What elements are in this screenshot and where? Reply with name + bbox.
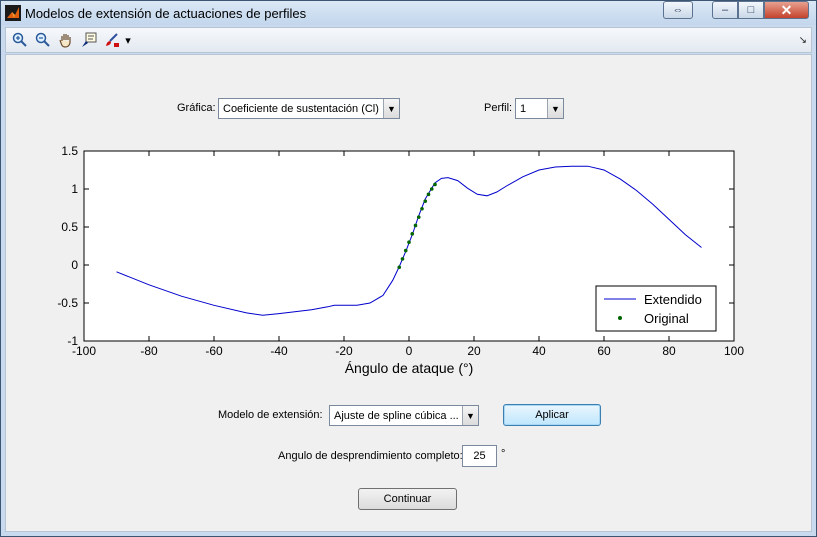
brush-icon — [106, 33, 119, 47]
angulo-input[interactable]: 25 — [462, 445, 497, 467]
y-tick-label: 1.5 — [61, 144, 78, 158]
chevron-down-icon: ▼ — [462, 406, 478, 425]
title-bar[interactable]: Modelos de extensión de actuaciones de p… — [1, 1, 816, 25]
zoom-in-button[interactable] — [10, 31, 30, 49]
chevron-down-icon: ▼ — [547, 99, 563, 118]
zoom-in-icon — [12, 32, 27, 47]
x-tick-label: -60 — [205, 344, 223, 358]
zoom-out-button[interactable] — [33, 31, 53, 49]
restore-button[interactable]: ⇔ — [663, 1, 693, 19]
figure-panel: Gráfica: Coeficiente de sustentación (Cl… — [5, 54, 812, 532]
y-tick-label: 0.5 — [61, 220, 78, 234]
series-original-point — [423, 199, 428, 203]
continuar-button[interactable]: Continuar — [358, 488, 457, 510]
legend-label-original: Original — [644, 311, 689, 326]
series-original-point — [407, 240, 411, 244]
series-original-point — [429, 187, 434, 191]
y-tick-label: 0 — [71, 258, 78, 272]
x-tick-label: 60 — [597, 344, 611, 358]
perfil-label: Perfil: — [484, 102, 513, 114]
dock-arrow-icon[interactable]: ↘ — [798, 35, 807, 46]
modelo-label: Modelo de extensión: — [218, 409, 323, 421]
legend-box — [595, 285, 717, 332]
brush-button[interactable] — [102, 31, 122, 49]
maximize-button[interactable]: □ — [738, 1, 764, 19]
maximize-icon: □ — [747, 4, 755, 16]
x-tick-label: 20 — [467, 344, 481, 358]
plot-area[interactable]: -100 -80 -60 -40 -20 0 20 40 60 80 100 -1 -0.5 0 0.5 1 1… — [6, 135, 813, 465]
chevron-down-icon: ▾ — [125, 34, 131, 47]
x-tick-label: 100 — [724, 344, 744, 358]
pan-button[interactable] — [56, 31, 76, 49]
series-original-point — [420, 206, 424, 211]
series-original-point — [433, 182, 437, 187]
perfil-select-value: 1 — [520, 102, 527, 115]
x-tick-label: 40 — [532, 344, 546, 358]
x-tick-label: -100 — [72, 344, 96, 358]
angulo-unit: ° — [501, 448, 506, 460]
series-original-point — [413, 223, 418, 228]
y-tick-label: -1 — [67, 334, 78, 348]
data-cursor-icon — [82, 32, 97, 47]
x-axis-label: Ángulo de ataque (°) — [345, 360, 474, 376]
minimize-icon: – — [721, 4, 729, 16]
restore-icon: ⇔ — [672, 4, 684, 16]
grafica-select-value: Coeficiente de sustentación (Cl) — [223, 102, 379, 115]
series-original-point — [410, 232, 415, 236]
pan-hand-icon — [59, 34, 71, 48]
x-tick-label: 80 — [662, 344, 676, 358]
brush-dropdown[interactable]: ▾ — [122, 31, 134, 49]
window-title: Modelos de extensión de actuaciones de p… — [25, 6, 307, 21]
grafica-label: Gráfica: — [177, 102, 216, 114]
series-original-point — [426, 192, 431, 197]
legend-label-extendido: Extendido — [644, 292, 702, 307]
modelo-select[interactable]: Ajuste de spline cúbica ... ▼ — [329, 405, 479, 426]
aplicar-button[interactable]: Aplicar — [503, 404, 601, 426]
zoom-out-icon — [35, 32, 50, 47]
legend-swatch-original — [618, 316, 622, 320]
angulo-label: Angulo de desprendimiento completo: — [278, 450, 463, 462]
modelo-select-value: Ajuste de spline cúbica ... — [334, 409, 459, 422]
minimize-button[interactable]: – — [712, 1, 738, 19]
x-tick-label: 0 — [406, 344, 413, 358]
series-original-point — [397, 265, 402, 270]
y-tick-label: 1 — [71, 182, 78, 196]
close-icon: ✕ — [780, 1, 793, 18]
matlab-icon — [5, 5, 21, 21]
figure-toolbar: ▾ ↘ — [5, 27, 812, 53]
data-cursor-button[interactable] — [79, 31, 99, 49]
close-button[interactable]: ✕ — [764, 1, 809, 19]
y-tick-label: -0.5 — [57, 296, 78, 310]
x-tick-label: -20 — [335, 344, 353, 358]
series-original-point — [403, 248, 408, 253]
series-original-point — [400, 257, 405, 261]
perfil-select[interactable]: 1 ▼ — [515, 98, 564, 119]
chevron-down-icon: ▼ — [383, 99, 399, 118]
x-tick-label: -40 — [270, 344, 288, 358]
x-tick-label: -80 — [140, 344, 158, 358]
series-original-point — [416, 215, 421, 219]
grafica-select[interactable]: Coeficiente de sustentación (Cl) ▼ — [218, 98, 400, 119]
